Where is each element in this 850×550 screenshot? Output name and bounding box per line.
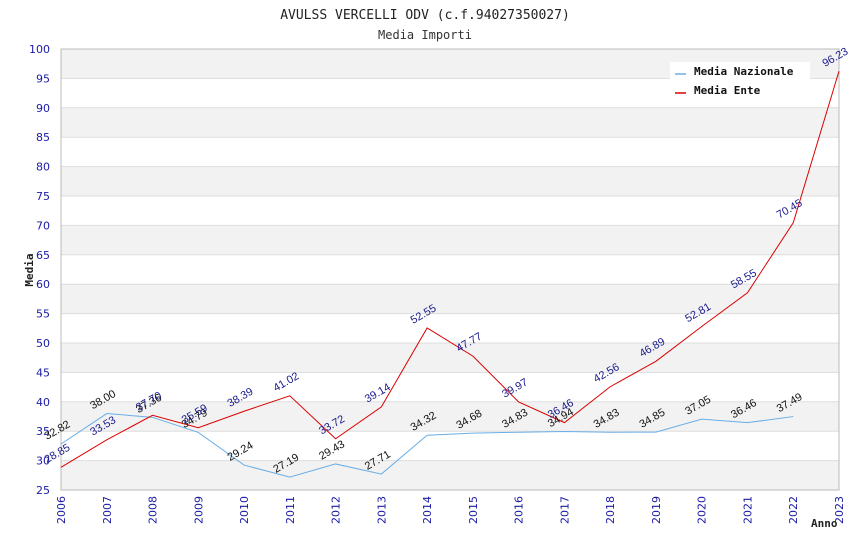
- y-axis-ticks: 25 30 35 40 45 50 55 60 65 70 75 80 85 90 95 100: [29, 43, 50, 497]
- y-tick-label: 35: [36, 425, 50, 438]
- grid-band: [61, 401, 839, 432]
- y-tick-label: 40: [36, 396, 50, 409]
- y-axis-label: Media: [23, 253, 36, 286]
- x-tick-label: 2021: [741, 496, 754, 524]
- x-tick-label: 2014: [421, 496, 434, 524]
- x-tick-label: 2013: [375, 496, 388, 524]
- x-axis-ticks: 2006 2007 2008 2009 2010 2011 2012 2013 2014 2015…: [55, 496, 846, 524]
- x-tick-label: 2015: [467, 496, 480, 524]
- y-tick-label: 85: [36, 131, 50, 144]
- data-label: 29.24: [226, 440, 256, 464]
- series-line-media-nazionale: [60, 413, 794, 478]
- x-tick-label: 2023: [833, 496, 846, 524]
- x-tick-label: 2010: [238, 496, 251, 524]
- x-tick-label: 2022: [787, 496, 800, 524]
- data-label: 41.02: [271, 370, 301, 394]
- x-tick-label: 2008: [147, 496, 160, 524]
- series-line-media-ente: [60, 71, 840, 468]
- grid-band: [61, 460, 839, 490]
- y-tick-label: 100: [29, 43, 50, 56]
- y-tick-label: 25: [36, 484, 50, 497]
- y-tick-label: 65: [36, 249, 50, 262]
- y-tick-label: 90: [36, 102, 50, 115]
- y-tick-label: 30: [36, 455, 50, 468]
- plot-area-frame: [60, 48, 840, 491]
- legend-entry: Media Ente: [694, 84, 761, 97]
- data-label: 39.97: [500, 376, 530, 400]
- grid-band: [61, 343, 839, 373]
- grid-band: [61, 284, 839, 314]
- legend: Media Nazionale Media Ente: [670, 62, 810, 100]
- grid-band: [61, 107, 839, 138]
- y-tick-label: 80: [36, 161, 50, 174]
- y-tick-label: 45: [36, 366, 50, 379]
- y-tick-label: 95: [36, 72, 50, 85]
- x-tick-label: 2012: [330, 496, 343, 524]
- x-tick-label: 2020: [696, 496, 709, 524]
- legend-entry: Media Nazionale: [694, 65, 794, 78]
- series-group: [60, 71, 840, 478]
- x-tick-label: 2009: [192, 496, 205, 524]
- data-label: 70.45: [775, 197, 805, 221]
- chart-title: AVULSS VERCELLI ODV (c.f.94027350027): [280, 8, 570, 23]
- x-tick-label: 2016: [513, 496, 526, 524]
- grid-band: [61, 166, 839, 196]
- x-tick-label: 2006: [55, 496, 68, 524]
- y-tick-label: 70: [36, 219, 50, 232]
- grid-lines: [61, 48, 839, 491]
- grid-band: [61, 225, 839, 255]
- x-tick-label: 2018: [604, 496, 617, 524]
- y-tick-label: 75: [36, 190, 50, 203]
- y-tick-label: 60: [36, 278, 50, 291]
- y-tick-label: 55: [36, 308, 50, 321]
- data-label: 29.43: [317, 438, 347, 462]
- y-tick-label: 50: [36, 337, 50, 350]
- chart-subtitle: Media Importi: [378, 28, 472, 42]
- x-tick-label: 2007: [101, 496, 114, 524]
- x-tick-label: 2017: [558, 496, 571, 524]
- grid-bands: [61, 49, 839, 490]
- x-axis-label: Anno: [811, 517, 838, 530]
- x-tick-label: 2011: [284, 496, 297, 524]
- x-tick-label: 2019: [650, 496, 663, 524]
- legend-box: [670, 62, 810, 100]
